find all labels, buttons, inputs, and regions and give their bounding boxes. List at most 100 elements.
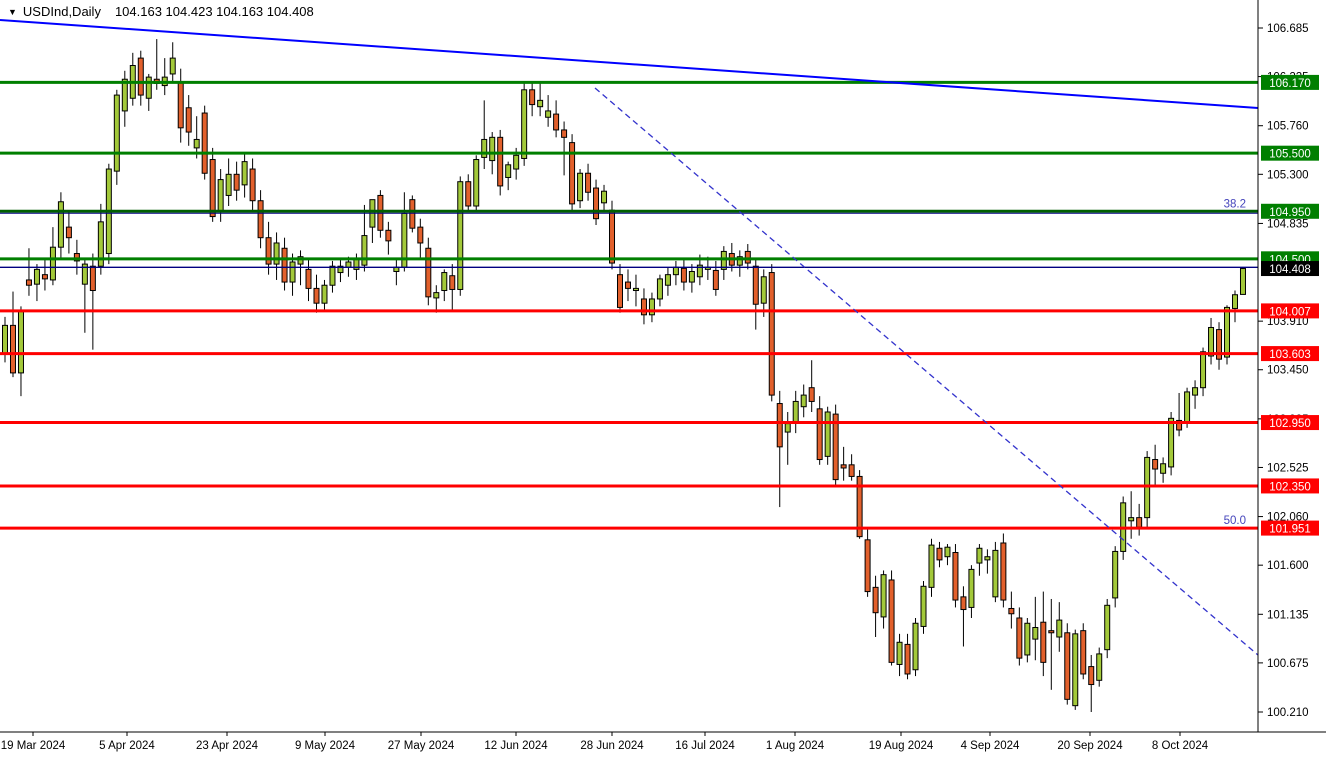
dashed-trendline[interactable] — [594, 87, 1259, 656]
candle — [17, 311, 24, 374]
price-badge-label: 103.603 — [1269, 349, 1311, 361]
x-axis-label: 19 Mar 2024 — [1, 740, 66, 752]
candle — [201, 112, 208, 174]
y-axis-label: 102.060 — [1267, 512, 1309, 524]
candle — [545, 110, 552, 118]
candle — [9, 324, 16, 374]
candle — [816, 408, 823, 461]
candle — [1216, 329, 1223, 360]
candle — [225, 173, 232, 196]
candle — [65, 226, 72, 239]
candle — [273, 242, 280, 265]
price-badge — [1261, 520, 1319, 536]
x-axis-label: 16 Jul 2024 — [675, 740, 735, 752]
candle — [1000, 542, 1007, 601]
candle — [760, 276, 767, 304]
candle — [736, 256, 743, 266]
candle — [1144, 456, 1151, 519]
x-axis-label: 23 Apr 2024 — [196, 740, 259, 752]
candle — [249, 168, 256, 202]
candle — [1200, 351, 1207, 389]
candle — [433, 292, 440, 299]
x-axis-label: 9 May 2024 — [295, 740, 356, 752]
candle — [521, 89, 528, 159]
candle — [752, 265, 759, 305]
candle — [1040, 621, 1047, 663]
candle — [696, 264, 703, 278]
candle — [808, 387, 815, 402]
candle — [904, 643, 911, 675]
candle — [832, 413, 839, 481]
candle — [624, 281, 631, 289]
y-axis-label: 103.910 — [1267, 316, 1309, 328]
candle — [720, 250, 727, 270]
candle — [864, 539, 871, 593]
y-axis-label: 103.450 — [1267, 365, 1309, 377]
candle — [936, 547, 943, 561]
candle — [473, 159, 480, 207]
candle — [345, 261, 352, 268]
candle — [1096, 653, 1103, 681]
candle — [840, 464, 847, 469]
candle — [968, 568, 975, 608]
candle — [457, 181, 464, 290]
symbol-dropdown-icon[interactable]: ▼ — [8, 6, 17, 17]
candle — [984, 556, 991, 561]
candle — [193, 138, 200, 149]
candle — [561, 129, 568, 138]
candle — [585, 172, 592, 193]
price-badge-label: 104.408 — [1269, 264, 1311, 276]
candle — [577, 172, 584, 202]
candle — [856, 475, 863, 538]
y-axis-label: 101.135 — [1267, 609, 1309, 621]
y-axis-label: 101.600 — [1267, 560, 1309, 572]
candle — [89, 265, 96, 292]
candle — [1048, 630, 1055, 634]
price-badge-label: 104.007 — [1269, 306, 1311, 318]
candle — [529, 89, 536, 106]
candle — [609, 209, 616, 264]
candle — [952, 551, 959, 601]
fibonacci-level-label: 38.2 — [1224, 198, 1246, 210]
candle — [672, 266, 679, 276]
descending-trendline[interactable] — [0, 19, 1259, 109]
candle — [688, 270, 695, 283]
candle — [121, 78, 128, 112]
candle — [768, 272, 775, 396]
candle — [169, 57, 176, 75]
candle — [145, 76, 152, 99]
candle — [489, 136, 496, 162]
candle — [337, 265, 344, 274]
candle — [1168, 417, 1175, 468]
candle — [601, 190, 608, 204]
candle — [233, 173, 240, 191]
candle — [593, 187, 600, 220]
candle — [800, 394, 807, 408]
candle — [505, 164, 512, 178]
candle — [441, 272, 448, 292]
x-axis-label: 12 Jun 2024 — [484, 740, 548, 752]
candle — [425, 247, 432, 298]
candle — [1160, 463, 1167, 474]
candle — [1024, 622, 1031, 656]
candle — [1072, 633, 1079, 707]
candle — [209, 159, 216, 218]
candle — [656, 278, 663, 300]
price-badge — [1261, 478, 1319, 494]
x-axis-label: 27 May 2024 — [388, 740, 455, 752]
candle — [297, 256, 304, 265]
price-badge-label: 104.950 — [1269, 207, 1311, 219]
x-axis-label: 5 Apr 2024 — [99, 740, 155, 752]
y-axis-label: 100.210 — [1267, 707, 1309, 719]
fibonacci-level-label: 50.0 — [1224, 515, 1246, 527]
candle — [1224, 306, 1231, 358]
candle — [185, 107, 192, 133]
candle — [137, 57, 144, 96]
y-axis-label: 105.760 — [1267, 121, 1309, 133]
candle — [305, 268, 312, 289]
candle — [1032, 626, 1039, 640]
candle — [385, 229, 392, 242]
price-badge — [1261, 74, 1319, 90]
candle — [1208, 326, 1215, 357]
